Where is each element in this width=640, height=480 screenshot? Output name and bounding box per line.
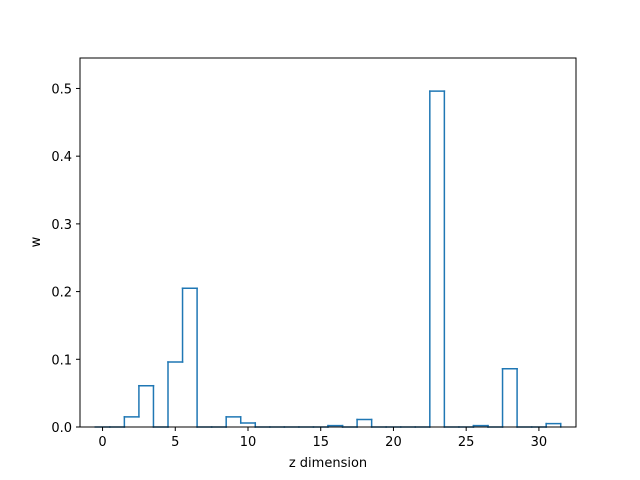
y-axis: 0.0 0.1 0.2 0.3 0.4 0.5 (51, 82, 80, 436)
x-axis-label: z dimension (289, 456, 367, 471)
y-axis-label: w (29, 236, 44, 247)
x-tick-label: 0 (98, 435, 106, 450)
x-tick-label: 10 (240, 435, 257, 450)
y-tick-label: 0.4 (51, 150, 72, 165)
x-tick-label: 25 (458, 435, 475, 450)
x-tick-label: 5 (171, 435, 179, 450)
plot-area (80, 58, 576, 427)
axes-frame (79, 57, 577, 428)
y-tick-label: 0.1 (51, 353, 72, 368)
y-tick-label: 0.3 (51, 218, 72, 233)
x-axis: 0 5 10 15 20 25 30 (98, 427, 547, 450)
y-tick-label: 0.5 (51, 82, 72, 97)
y-tick-label: 0.0 (51, 421, 72, 436)
x-tick-label: 15 (312, 435, 329, 450)
x-tick-label: 30 (531, 435, 548, 450)
x-tick-label: 20 (385, 435, 402, 450)
y-tick-label: 0.2 (51, 286, 72, 301)
